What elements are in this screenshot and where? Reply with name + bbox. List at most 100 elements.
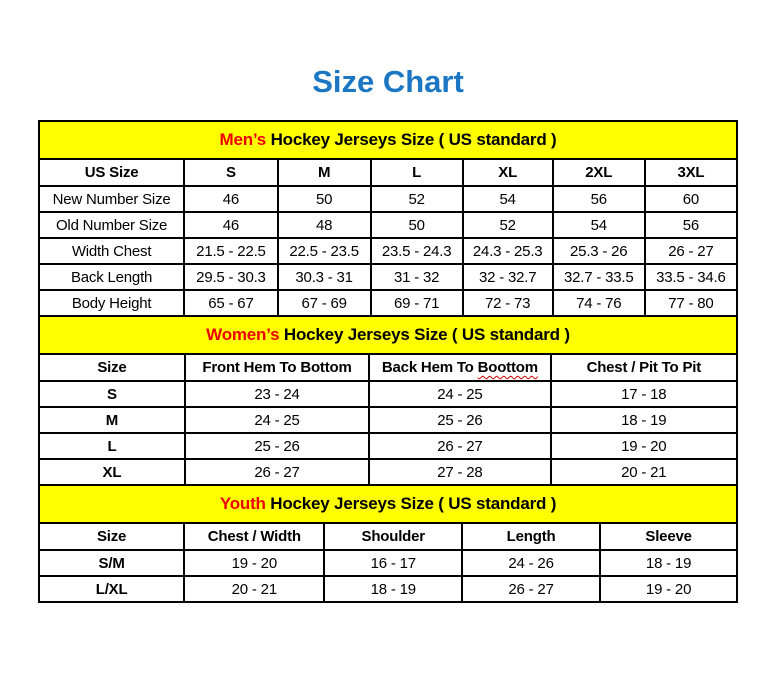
- womens-label: Women’s: [206, 325, 280, 344]
- size-cell: 72 - 73: [461, 289, 554, 317]
- table-row: XL 26 - 27 27 - 28 20 - 21: [38, 458, 739, 486]
- womens-col-header: Back Hem To Boottom: [368, 353, 552, 382]
- size-cell: 54: [551, 211, 646, 239]
- size-cell: 24 - 26: [460, 549, 602, 577]
- size-cell: 24 - 25: [368, 380, 552, 408]
- misspelled-word: Boottom: [477, 359, 538, 376]
- size-cell: 32 - 32.7: [461, 263, 554, 291]
- table-row: New Number Size 46 50 52 54 56 60: [37, 185, 739, 213]
- size-cell: 25 - 26: [368, 406, 552, 434]
- size-cell: 50: [276, 185, 372, 213]
- mens-row-label: Width Chest: [37, 237, 186, 265]
- size-cell: 32.7 - 33.5: [551, 263, 646, 291]
- mens-section-header: Men’s Hockey Jerseys Size ( US standard …: [38, 120, 738, 160]
- mens-row-label: Old Number Size: [37, 211, 186, 239]
- size-cell: 50: [369, 211, 464, 239]
- mens-row-label: New Number Size: [37, 185, 186, 213]
- mens-col-header: L: [369, 158, 464, 187]
- size-cell: 24 - 25: [183, 406, 371, 434]
- size-cell: 20 - 21: [549, 458, 739, 486]
- size-cell: 25.3 - 26: [551, 237, 646, 265]
- size-cell: 26 - 27: [368, 432, 552, 460]
- youth-section-header: Youth Hockey Jerseys Size ( US standard …: [38, 484, 738, 524]
- size-cell: 26 - 27: [643, 237, 739, 265]
- size-cell: 23.5 - 24.3: [369, 237, 464, 265]
- youth-col-header: Chest / Width: [183, 522, 326, 551]
- womens-section-header: Women’s Hockey Jerseys Size ( US standar…: [38, 315, 738, 355]
- size-cell: 31 - 32: [369, 263, 464, 291]
- womens-col-header-text: Back Hem To: [381, 359, 478, 376]
- size-cell: 19 - 20: [549, 432, 739, 460]
- womens-row-label: M: [38, 406, 186, 434]
- size-cell: 20 - 21: [183, 575, 326, 603]
- table-row: Body Height 65 - 67 67 - 69 69 - 71 72 -…: [37, 289, 739, 317]
- table-row: Back Length 29.5 - 30.3 30.3 - 31 31 - 3…: [37, 263, 739, 291]
- mens-size-table: US Size S M L XL 2XL 3XL New Number Size…: [37, 158, 739, 317]
- size-cell: 74 - 76: [551, 289, 646, 317]
- size-cell: 67 - 69: [276, 289, 372, 317]
- womens-col-header: Front Hem To Bottom: [183, 353, 371, 382]
- size-cell: 18 - 19: [323, 575, 463, 603]
- womens-header-text: Hockey Jerseys Size ( US standard ): [279, 325, 570, 344]
- size-cell: 24.3 - 25.3: [461, 237, 554, 265]
- size-cell: 69 - 71: [369, 289, 464, 317]
- table-row: L/XL 20 - 21 18 - 19 26 - 27 19 - 20: [37, 575, 738, 603]
- size-cell: 30.3 - 31: [276, 263, 372, 291]
- youth-row-label: L/XL: [37, 575, 186, 603]
- size-cell: 27 - 28: [368, 458, 552, 486]
- size-cell: 19 - 20: [599, 575, 738, 603]
- size-cell: 52: [461, 211, 554, 239]
- size-cell: 21.5 - 22.5: [183, 237, 279, 265]
- size-cell: 48: [276, 211, 372, 239]
- size-cell: 16 - 17: [323, 549, 463, 577]
- size-cell: 65 - 67: [183, 289, 279, 317]
- womens-row-label: L: [38, 432, 186, 460]
- size-cell: 19 - 20: [183, 549, 326, 577]
- youth-col-header: Sleeve: [599, 522, 738, 551]
- table-row: L 25 - 26 26 - 27 19 - 20: [38, 432, 739, 460]
- mens-header-row: US Size S M L XL 2XL 3XL: [37, 158, 739, 187]
- size-cell: 26 - 27: [460, 575, 602, 603]
- youth-col-header: Length: [460, 522, 602, 551]
- womens-header-row: Size Front Hem To Bottom Back Hem To Boo…: [38, 353, 739, 382]
- size-cell: 52: [369, 185, 464, 213]
- size-chart: Men’s Hockey Jerseys Size ( US standard …: [37, 120, 739, 603]
- size-cell: 18 - 19: [549, 406, 739, 434]
- table-row: S/M 19 - 20 16 - 17 24 - 26 18 - 19: [37, 549, 738, 577]
- size-cell: 54: [461, 185, 554, 213]
- mens-row-label: Back Length: [37, 263, 186, 291]
- size-cell: 25 - 26: [183, 432, 371, 460]
- size-cell: 26 - 27: [183, 458, 371, 486]
- mens-col-header: US Size: [37, 158, 186, 187]
- youth-col-header: Size: [37, 522, 186, 551]
- mens-col-header: XL: [461, 158, 554, 187]
- mens-col-header: M: [276, 158, 372, 187]
- size-cell: 17 - 18: [549, 380, 739, 408]
- womens-size-table: Size Front Hem To Bottom Back Hem To Boo…: [38, 353, 739, 486]
- mens-col-header: 3XL: [643, 158, 739, 187]
- youth-label: Youth: [219, 494, 266, 513]
- size-cell: 56: [551, 185, 646, 213]
- womens-row-label: XL: [38, 458, 186, 486]
- page-title: Size Chart: [312, 64, 464, 99]
- mens-col-header: 2XL: [551, 158, 646, 187]
- size-cell: 18 - 19: [599, 549, 738, 577]
- womens-col-header: Size: [38, 353, 186, 382]
- table-row: M 24 - 25 25 - 26 18 - 19: [38, 406, 739, 434]
- table-row: Width Chest 21.5 - 22.5 22.5 - 23.5 23.5…: [37, 237, 739, 265]
- size-cell: 77 - 80: [643, 289, 739, 317]
- size-cell: 22.5 - 23.5: [276, 237, 372, 265]
- size-cell: 46: [183, 185, 279, 213]
- mens-row-label: Body Height: [37, 289, 186, 317]
- size-cell: 60: [643, 185, 739, 213]
- youth-col-header: Shoulder: [323, 522, 463, 551]
- youth-size-table: Size Chest / Width Shoulder Length Sleev…: [37, 522, 738, 603]
- size-cell: 56: [643, 211, 739, 239]
- table-row: S 23 - 24 24 - 25 17 - 18: [38, 380, 739, 408]
- size-cell: 23 - 24: [183, 380, 371, 408]
- table-row: Old Number Size 46 48 50 52 54 56: [37, 211, 739, 239]
- size-cell: 46: [183, 211, 279, 239]
- mens-col-header: S: [183, 158, 279, 187]
- womens-col-header: Chest / Pit To Pit: [549, 353, 739, 382]
